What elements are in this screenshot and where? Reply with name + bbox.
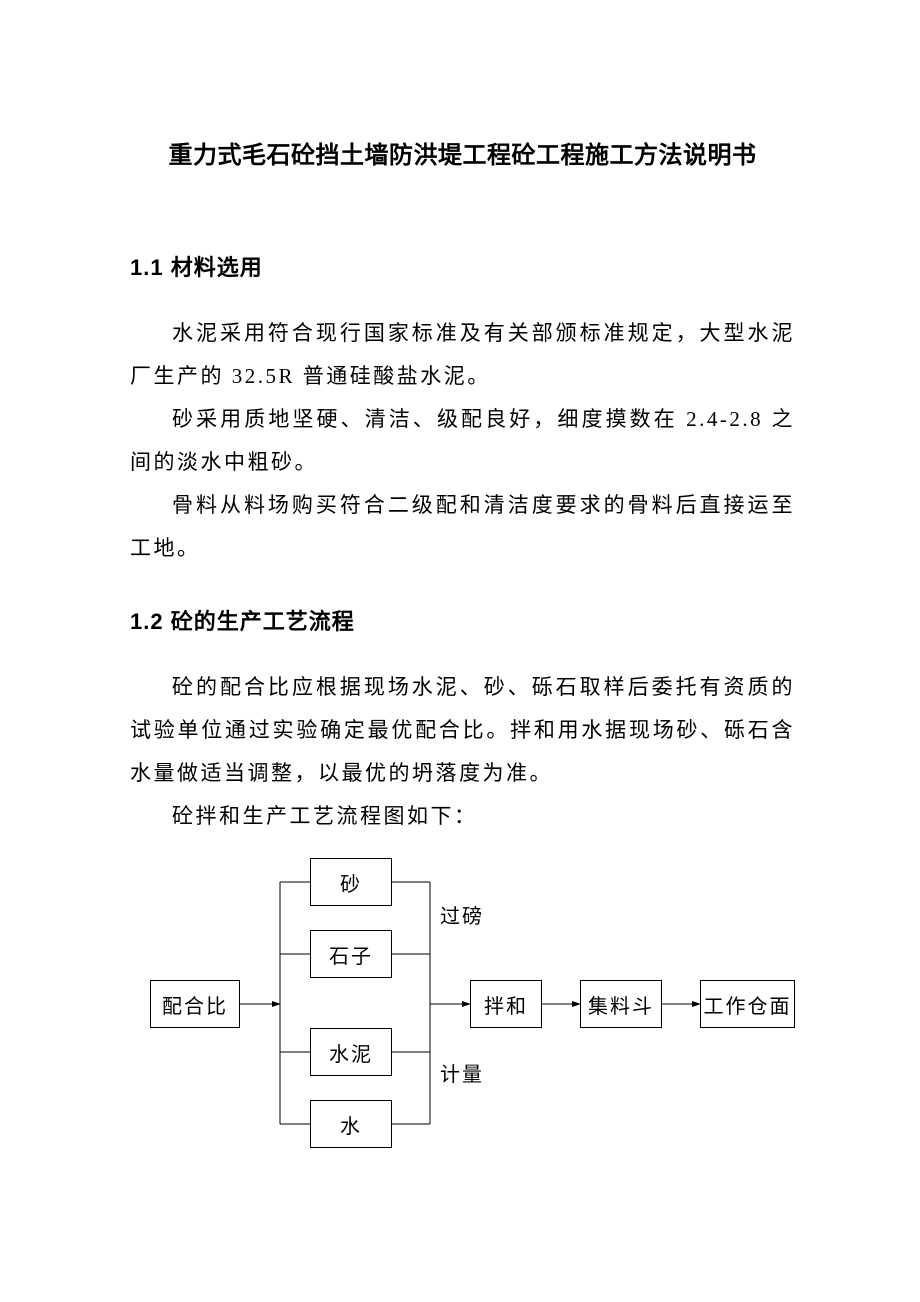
flowchart: 配合比 砂 石子 水泥 水 拌和 集料斗 工作仓面 过磅 计量 — [130, 858, 790, 1148]
node-label: 砂 — [340, 868, 362, 897]
node-label: 工作仓面 — [704, 990, 792, 1019]
flowchart-node-cement: 水泥 — [310, 1028, 392, 1076]
document-title: 重力式毛石砼挡土墙防洪堤工程砼工程施工方法说明书 — [130, 135, 795, 170]
paragraph: 砼的配合比应根据现场水泥、砂、砾石取样后委托有资质的试验单位通过实验确定最优配合… — [130, 666, 795, 795]
flowchart-node-mix-ratio: 配合比 — [150, 980, 240, 1028]
paragraph: 水泥采用符合现行国家标准及有关部颁标准规定，大型水泥厂生产的 32.5R 普通硅… — [130, 312, 795, 398]
node-label: 石子 — [329, 940, 373, 969]
paragraph: 砼拌和生产工艺流程图如下： — [130, 795, 795, 838]
node-label: 配合比 — [162, 990, 228, 1019]
section-heading-materials: 1.1 材料选用 — [130, 250, 795, 282]
flowchart-node-water: 水 — [310, 1100, 392, 1148]
flowchart-node-sand: 砂 — [310, 858, 392, 906]
flowchart-node-hopper: 集料斗 — [580, 980, 662, 1028]
label-text: 过磅 — [440, 906, 484, 928]
flowchart-node-workface: 工作仓面 — [700, 980, 795, 1028]
node-label: 拌和 — [484, 990, 528, 1019]
document-page: 重力式毛石砼挡土墙防洪堤工程砼工程施工方法说明书 1.1 材料选用 水泥采用符合… — [0, 0, 920, 1208]
paragraph: 砂采用质地坚硬、清洁、级配良好，细度摸数在 2.4-2.8 之间的淡水中粗砂。 — [130, 398, 795, 484]
node-label: 水 — [340, 1110, 362, 1139]
spacer — [130, 570, 795, 604]
flowchart-label-weigh: 过磅 — [440, 900, 484, 929]
flowchart-node-stone: 石子 — [310, 930, 392, 978]
paragraph: 骨料从料场购买符合二级配和清洁度要求的骨料后直接运至工地。 — [130, 484, 795, 570]
flowchart-node-mixing: 拌和 — [470, 980, 542, 1028]
node-label: 水泥 — [329, 1038, 373, 1067]
flowchart-label-measure: 计量 — [440, 1058, 484, 1087]
section-heading-process: 1.2 砼的生产工艺流程 — [130, 604, 795, 636]
node-label: 集料斗 — [588, 990, 654, 1019]
label-text: 计量 — [440, 1064, 484, 1086]
